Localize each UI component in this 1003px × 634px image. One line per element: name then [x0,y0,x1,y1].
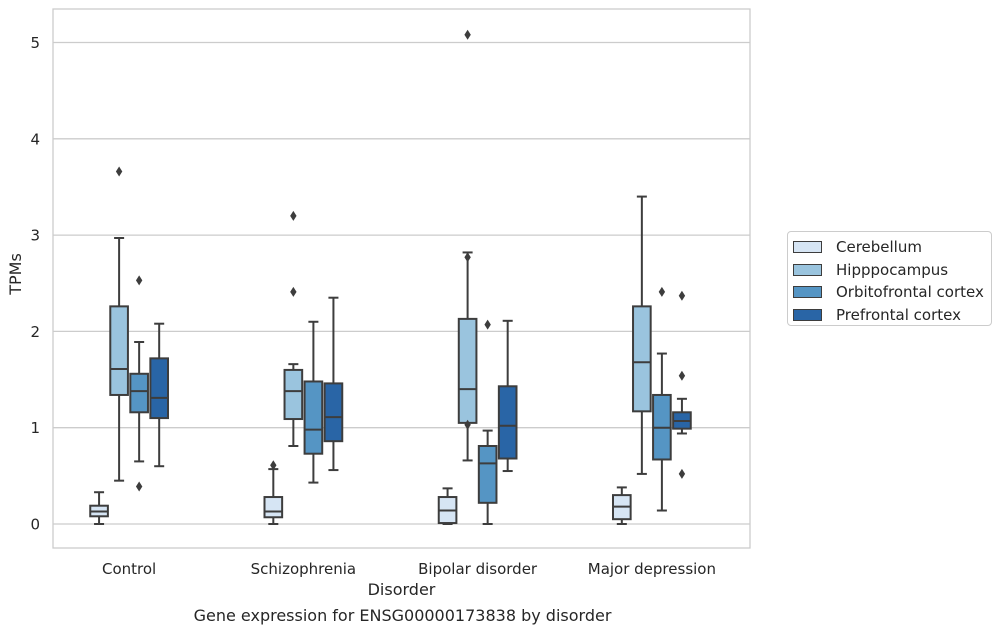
outlier-point [484,319,491,330]
box-hipppocampus-1 [283,210,304,447]
box-iqr [457,317,478,424]
box-cerebellum-0 [89,491,109,525]
legend-swatch [793,241,822,254]
outlier-point [135,481,143,492]
outlier-point [270,460,277,471]
y-tick-label: 2 [30,323,40,341]
box-iqr [477,444,498,504]
box-iqr [323,382,344,443]
box-hipppocampus-2 [457,29,478,462]
chart-legend: Cerebellum Hipppocampus Orbitofrontal cort… [787,231,992,326]
x-tick-labels: Control Schizophrenia Bipolar disorder Majo… [102,560,716,578]
x-axis-title: Disorder [368,580,436,599]
legend-swatch [793,286,822,299]
box-hipppocampus-3 [632,195,652,475]
box-cerebellum-2 [437,487,458,525]
plot-area-frame [52,8,751,549]
y-tick-label: 3 [30,227,40,245]
y-tick-label: 1 [30,419,40,437]
box-orbitofrontal-cortex-1 [303,320,324,484]
outlier-point [464,419,471,430]
legend-item: Prefrontal cortex [793,304,991,327]
x-tick-label: Bipolar disorder [418,560,538,578]
box-prefrontal-cortex-1 [323,296,344,472]
box-iqr [149,357,170,420]
legend-label: Hipppocampus [836,260,949,279]
legend-swatch [793,308,822,321]
box-orbitofrontal-cortex-0 [129,275,149,492]
box-cerebellum-1 [263,460,284,525]
box-prefrontal-cortex-3 [672,290,692,479]
y-axis-title: TPMs [6,253,25,296]
box-cerebellum-3 [611,486,632,525]
y-tick-labels: 0 1 2 3 4 5 [30,34,40,534]
box-orbitofrontal-cortex-3 [652,286,672,512]
box-iqr [283,368,304,421]
legend-swatch [793,263,822,276]
box-iqr [129,372,149,414]
outlier-point [658,286,666,297]
outlier-point [678,468,686,479]
legend-label: Orbitofrontal cortex [836,283,984,302]
box-orbitofrontal-cortex-2 [477,319,498,525]
chart-title: Gene expression for ENSG00000173838 by d… [193,606,612,625]
box-iqr [632,305,652,413]
outlier-point [464,252,471,263]
outlier-point [678,290,686,301]
outlier-point [464,29,471,40]
x-tick-label: Schizophrenia [251,560,356,578]
gridlines [53,41,750,525]
box-hipppocampus-0 [109,166,129,482]
x-tick-label: Control [102,560,156,578]
legend-item: Orbitofrontal cortex [793,281,991,304]
outlier-point [115,166,123,177]
legend-item: Cerebellum [793,236,991,259]
legend-item: Hipppocampus [793,259,991,282]
box-prefrontal-cortex-2 [497,319,518,473]
box-iqr [303,380,324,455]
box-iqr [497,385,518,460]
outlier-point [290,286,297,297]
legend-label: Prefrontal cortex [836,305,961,324]
box-prefrontal-cortex-0 [149,322,170,468]
box-iqr [263,496,284,519]
box-iqr [109,305,129,396]
y-tick-label: 5 [30,34,40,52]
y-tick-label: 0 [30,516,40,534]
outlier-point [135,275,143,286]
y-tick-label: 4 [30,130,40,148]
outlier-point [678,370,686,381]
box-series [89,29,692,525]
outlier-point [290,210,297,221]
legend-label: Cerebellum [836,238,922,257]
x-tick-label: Major depression [588,560,716,578]
